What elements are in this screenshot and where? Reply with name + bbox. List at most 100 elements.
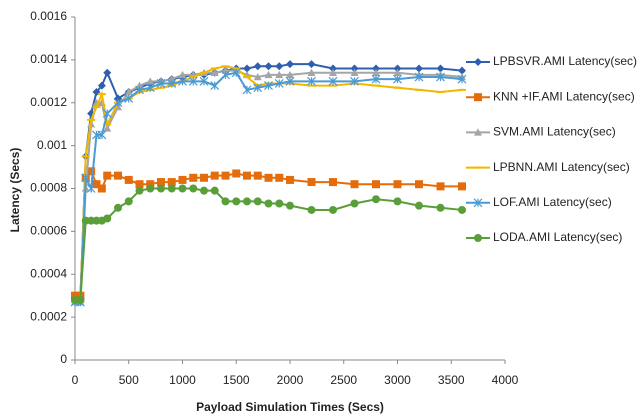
point [210, 81, 220, 91]
point [145, 83, 155, 93]
point [113, 98, 123, 108]
point [393, 64, 402, 73]
point [264, 173, 273, 182]
point [189, 184, 198, 193]
point [286, 201, 294, 210]
point [167, 184, 176, 193]
point [274, 79, 284, 88]
point [135, 81, 144, 89]
x-tick-label: 1500 [223, 373, 250, 387]
point [329, 68, 337, 76]
point [393, 68, 402, 76]
point [264, 199, 273, 208]
point [167, 79, 177, 88]
legend-text: LPBNN.AMI Latency(sec) [493, 160, 630, 174]
legend-item: LPBSVR.AMI Latency(sec) [466, 54, 637, 68]
y-tick-label: 0.0002 [30, 309, 67, 323]
point [243, 171, 251, 180]
point [178, 76, 187, 86]
point [372, 68, 380, 76]
point [114, 171, 122, 180]
point [243, 64, 251, 73]
y-tick-label: 0.001 [37, 138, 67, 152]
point [124, 197, 133, 206]
x-tick-label: 3000 [384, 373, 411, 387]
legend-item: KNN +IF.AMI Latency(sec) [466, 89, 635, 103]
point [178, 175, 187, 184]
point [157, 184, 165, 193]
point [329, 205, 337, 214]
point [103, 171, 112, 180]
point [253, 171, 262, 180]
point [232, 169, 241, 178]
series [70, 68, 467, 307]
x-tick-label: 4000 [492, 373, 519, 387]
x-tick-label: 2000 [277, 373, 304, 387]
point [124, 175, 133, 184]
point [243, 197, 251, 206]
point [264, 81, 273, 91]
point [436, 64, 445, 73]
point [221, 197, 230, 206]
point [167, 75, 176, 83]
point [307, 178, 316, 187]
point [372, 180, 380, 189]
point [275, 62, 284, 71]
point [231, 68, 241, 78]
point [264, 70, 273, 79]
point [135, 85, 144, 95]
point [372, 64, 380, 73]
point [458, 66, 466, 75]
point [221, 70, 230, 80]
y-tick-label: 0.0014 [30, 52, 67, 66]
legend-text: LPBSVR.AMI Latency(sec) [493, 54, 637, 68]
point [102, 109, 112, 118]
x-axis-title: Payload Simulation Times (Secs) [196, 400, 384, 414]
point [329, 64, 337, 73]
series-line [75, 69, 463, 304]
y-tick-label: 0.0016 [30, 9, 67, 23]
y-tick-label: 0.0006 [30, 224, 67, 238]
legend-text: SVM.AMI Latency(sec) [493, 125, 616, 139]
point [135, 180, 144, 189]
point [199, 76, 209, 86]
y-tick-label: 0 [60, 352, 67, 366]
point [307, 76, 316, 86]
point [275, 173, 284, 182]
point [415, 64, 423, 73]
legend-marker [474, 58, 482, 66]
point [285, 76, 295, 86]
point [87, 167, 96, 176]
legend-item: LPBNN.AMI Latency(sec) [466, 160, 630, 174]
point [157, 178, 165, 187]
point [76, 295, 85, 304]
point [457, 74, 467, 84]
point [275, 199, 284, 208]
point [114, 203, 122, 212]
point [414, 72, 424, 82]
point [393, 180, 402, 189]
point [210, 186, 219, 195]
y-tick-label: 0.0004 [30, 266, 67, 280]
legend-marker [474, 93, 482, 102]
point [242, 85, 252, 95]
point [286, 175, 294, 184]
point [210, 171, 219, 180]
legend-item: LOF.AMI Latency(sec) [466, 195, 612, 209]
point [146, 77, 155, 85]
y-axis-title: Latency (Secs) [8, 148, 22, 233]
x-tick-label: 2500 [330, 373, 357, 387]
point [350, 199, 359, 208]
point [124, 88, 133, 96]
point [415, 201, 423, 210]
point [210, 68, 219, 76]
series [71, 167, 466, 300]
point [71, 291, 79, 300]
point [97, 81, 106, 90]
point [178, 70, 187, 79]
series [71, 66, 466, 306]
point [97, 184, 106, 193]
point [253, 83, 263, 93]
point [135, 186, 144, 195]
point [188, 76, 198, 86]
